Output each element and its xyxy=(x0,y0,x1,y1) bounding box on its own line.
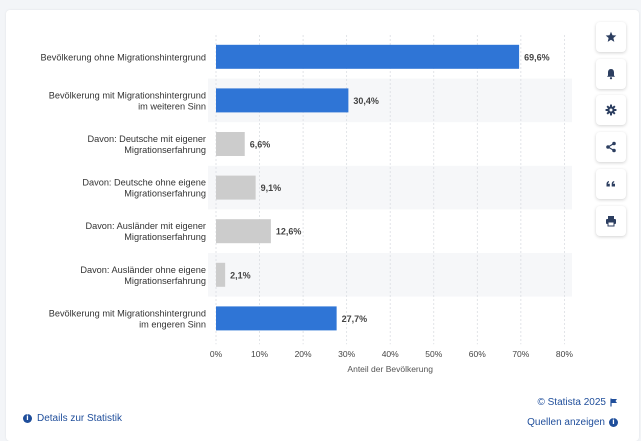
notification-button[interactable] xyxy=(596,59,626,89)
bar xyxy=(216,306,337,331)
category-label: Davon: Deutsche mit eigener xyxy=(88,134,206,144)
category-label: Bevölkerung mit Migrationshintergrund xyxy=(49,90,206,100)
value-label: 6,6% xyxy=(250,140,271,150)
category-label: im engeren Sinn xyxy=(139,319,206,329)
x-tick-label: 30% xyxy=(338,349,355,359)
category-label: Davon: Deutsche ohne eigene xyxy=(82,178,206,188)
copyright-text: © Statista 2025 xyxy=(537,397,606,408)
value-label: 27,7% xyxy=(342,314,368,324)
info-icon: i xyxy=(23,414,32,423)
category-label: Migrationserfahrung xyxy=(124,145,206,155)
share-icon xyxy=(606,141,616,153)
bar xyxy=(216,219,271,244)
x-tick-label: 70% xyxy=(512,349,529,359)
settings-button[interactable] xyxy=(596,95,626,125)
favorite-button[interactable] xyxy=(596,22,626,52)
x-tick-label: 0% xyxy=(210,349,223,359)
bar xyxy=(216,44,520,69)
print-icon xyxy=(606,216,616,227)
cite-button[interactable] xyxy=(596,169,626,199)
category-label: Migrationserfahrung xyxy=(124,232,206,242)
x-tick-label: 20% xyxy=(295,349,312,359)
info-icon: i xyxy=(609,418,618,427)
value-label: 9,1% xyxy=(261,183,282,193)
gear-icon xyxy=(605,104,617,116)
x-tick-label: 50% xyxy=(425,349,442,359)
bell-icon xyxy=(607,69,615,80)
star-icon xyxy=(605,31,617,42)
x-tick-label: 60% xyxy=(469,349,486,359)
sources-link[interactable]: Quellen anzeigen i xyxy=(527,417,618,428)
value-label: 69,6% xyxy=(524,52,550,62)
bar xyxy=(216,132,245,156)
category-label: Bevölkerung mit Migrationshintergrund xyxy=(49,308,206,318)
x-tick-label: 40% xyxy=(382,349,399,359)
category-label: Migrationserfahrung xyxy=(124,276,206,286)
category-label: Migrationserfahrung xyxy=(124,189,206,199)
x-tick-label: 10% xyxy=(251,349,268,359)
x-axis-title: Anteil der Bevölkerung xyxy=(347,364,433,374)
category-label: Bevölkerung ohne Migrationshintergrund xyxy=(41,52,206,62)
quote-icon xyxy=(606,181,615,187)
x-tick-label: 80% xyxy=(556,349,573,359)
category-label: im weiteren Sinn xyxy=(138,101,206,111)
share-button[interactable] xyxy=(596,132,626,162)
print-button[interactable] xyxy=(596,206,626,236)
flag-icon xyxy=(610,398,617,407)
bar xyxy=(216,88,349,113)
details-link[interactable]: i Details zur Statistik xyxy=(23,413,122,424)
sources-label: Quellen anzeigen xyxy=(527,417,605,428)
value-label: 30,4% xyxy=(353,96,379,106)
copyright-link[interactable]: © Statista 2025 xyxy=(537,397,618,408)
value-label: 2,1% xyxy=(230,270,251,280)
category-label: Davon: Ausländer ohne eigene xyxy=(80,265,206,275)
details-label: Details zur Statistik xyxy=(37,413,123,424)
value-label: 12,6% xyxy=(276,227,302,237)
bar xyxy=(216,262,226,287)
category-label: Davon: Ausländer mit eigener xyxy=(85,221,206,231)
bar xyxy=(216,175,256,200)
